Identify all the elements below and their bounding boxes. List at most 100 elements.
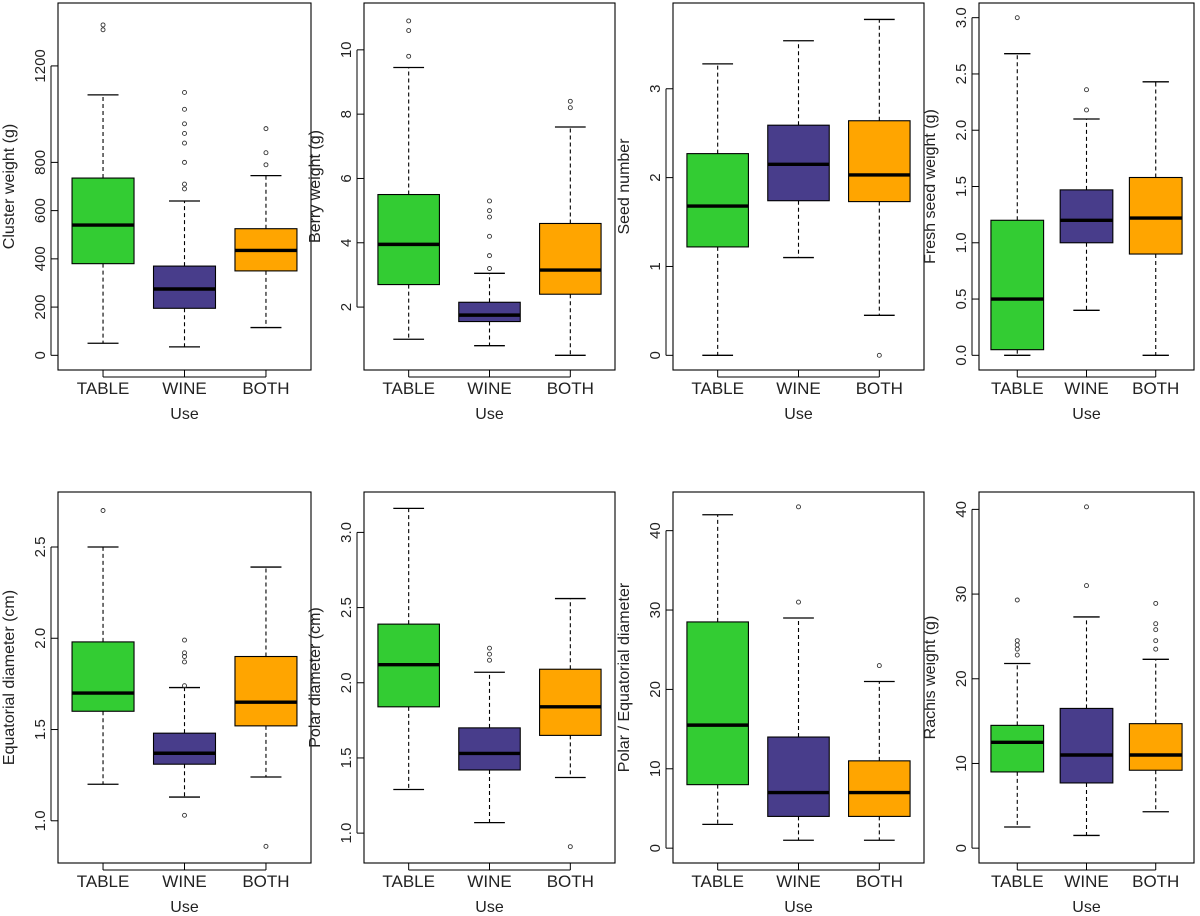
y-tick-label: 2.5 <box>338 597 355 618</box>
outlier-point <box>1153 627 1159 633</box>
outlier-point <box>406 18 412 24</box>
x-tick-label: BOTH <box>547 872 594 891</box>
y-axis-title: Cluster weight (g) <box>1 124 18 249</box>
outlier-point <box>1084 504 1089 510</box>
outlier-point <box>796 599 801 605</box>
box-both <box>539 98 602 356</box>
outlier-point <box>1084 583 1089 589</box>
y-tick-label: 20 <box>953 670 970 687</box>
box-table <box>71 22 135 344</box>
box-table <box>686 514 749 825</box>
box-both <box>1128 600 1183 813</box>
y-tick-label: 40 <box>953 501 970 518</box>
x-tick-label: BOTH <box>242 872 289 891</box>
boxplot-panel-8: 0 10 20 30 40 Rachis weight (g) TABLE WINE BOTH U… <box>922 491 1195 916</box>
boxplot-panel-7: 0 10 20 30 40 Polar / Equatorial diameter TABL… <box>616 491 925 916</box>
y-tick-label: 200 <box>32 295 49 320</box>
outlier-point <box>263 843 269 849</box>
y-tick-label: 3 <box>647 85 664 93</box>
boxplot-panel-2: 2 4 6 8 10 Berry weight (g) TABLE WINE BOTH Use <box>307 2 616 423</box>
x-tick-label: TABLE <box>991 379 1044 398</box>
outlier-point <box>796 504 801 510</box>
box-body <box>990 219 1045 351</box>
outlier-point <box>567 105 573 111</box>
outlier-point <box>487 266 492 271</box>
box-both <box>848 18 911 358</box>
outlier-point <box>487 657 492 663</box>
x-tick-label: BOTH <box>242 379 289 398</box>
box-wine <box>1059 504 1114 837</box>
outlier-point <box>182 659 187 665</box>
x-tick-label: TABLE <box>77 872 130 891</box>
y-tick-label: 30 <box>647 602 664 619</box>
outlier-point <box>263 150 269 156</box>
outlier-point <box>182 121 187 127</box>
box-both <box>234 566 298 849</box>
box-body <box>990 724 1045 773</box>
outlier-point <box>1014 597 1020 603</box>
y-tick-label: 10 <box>953 755 970 772</box>
outlier-point <box>263 126 269 132</box>
x-axis-title: Use <box>784 899 813 916</box>
box-body <box>377 193 440 286</box>
outlier-point <box>487 651 492 657</box>
y-tick-label: 800 <box>32 150 49 175</box>
y-tick-label: 3.0 <box>953 7 970 28</box>
box-table <box>377 507 440 791</box>
x-axis-title: Use <box>475 899 504 916</box>
x-axis-title: Use <box>1072 406 1101 423</box>
outlier-point <box>406 53 412 59</box>
box-wine <box>1059 87 1114 311</box>
box-table <box>990 15 1045 356</box>
x-axis-title: Use <box>170 899 199 916</box>
y-tick-label: 1.0 <box>32 810 49 831</box>
y-tick-label: 0.5 <box>953 289 970 310</box>
y-tick-label: 0 <box>953 844 970 852</box>
x-tick-label: WINE <box>1064 872 1108 891</box>
x-tick-label: TABLE <box>691 379 744 398</box>
box-body <box>1128 723 1183 771</box>
x-tick-label: BOTH <box>1132 379 1179 398</box>
x-axis-title: Use <box>784 406 813 423</box>
x-axis-title: Use <box>1072 899 1101 916</box>
box-both <box>848 663 911 841</box>
box-both <box>539 597 602 850</box>
outlier-point <box>1014 15 1020 21</box>
outlier-point <box>182 181 187 187</box>
y-axis-title: Berry weight (g) <box>307 130 324 243</box>
x-tick-label: TABLE <box>382 872 435 891</box>
box-wine <box>767 40 830 259</box>
box-both <box>234 126 298 329</box>
outlier-point <box>100 22 106 28</box>
outlier-point <box>487 198 492 204</box>
y-tick-label: 8 <box>338 110 355 118</box>
boxplot-panel-3: 0 1 2 3 Seed number TABLE WINE BOTH Use <box>616 2 925 423</box>
y-tick-label: 2.0 <box>32 628 49 649</box>
outlier-point <box>876 352 882 358</box>
outlier-point <box>876 663 882 669</box>
box-wine <box>458 645 521 824</box>
y-tick-label: 40 <box>647 522 664 539</box>
y-tick-label: 2.5 <box>32 537 49 558</box>
box-body <box>152 265 217 309</box>
y-tick-label: 2 <box>338 303 355 311</box>
outlier-point <box>487 253 492 259</box>
box-body <box>458 301 521 323</box>
box-wine <box>152 637 217 818</box>
box-body <box>686 621 749 786</box>
y-tick-label: 1.5 <box>32 719 49 740</box>
box-body <box>848 760 911 817</box>
outlier-point <box>567 98 573 104</box>
outlier-point <box>182 186 187 192</box>
y-tick-label: 2.5 <box>953 64 970 85</box>
outlier-point <box>182 89 187 95</box>
x-tick-label: TABLE <box>691 872 744 891</box>
y-axis-title: Equatorial diameter (cm) <box>1 590 18 765</box>
outlier-point <box>182 130 187 136</box>
x-tick-label: TABLE <box>382 379 435 398</box>
outlier-point <box>1153 621 1159 627</box>
box-body <box>458 727 521 771</box>
y-tick-label: 30 <box>953 586 970 603</box>
